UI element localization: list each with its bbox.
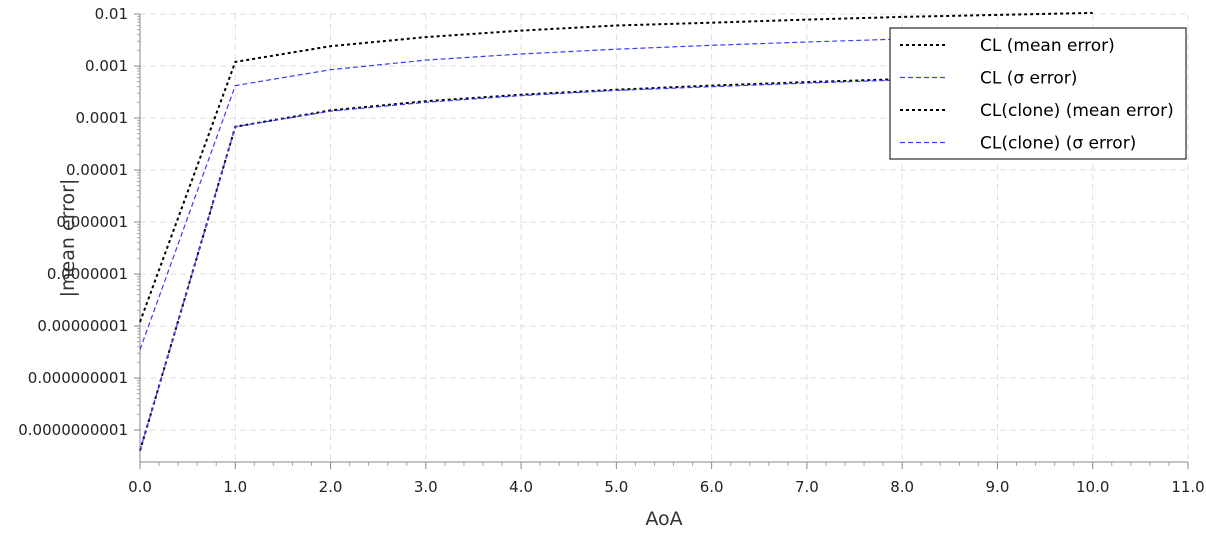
x-tick-label: 5.0 [604,478,628,496]
series-line-2 [139,34,1093,350]
x-tick-label: 3.0 [414,478,438,496]
x-tick-label: 8.0 [890,478,914,496]
legend-box [889,27,1187,160]
y-tick-label: 0.0000000001 [18,421,128,439]
y-tick-label: 0.001 [85,57,128,75]
x-tick-label: 0.0 [128,478,152,496]
x-tick-label: 4.0 [509,478,533,496]
x-tick-label: 11.0 [1171,478,1204,496]
axes: 0.0 1.0 2.0 3.0 4.0 5.0 6.0 7.0 8.0 9.0 10.0 11.0 0.… [18,5,1204,496]
legend-label: CL(clone) (mean error) [980,101,1174,121]
legend-label: CL (mean error) [980,36,1115,56]
y-tick-label: 0.000001 [56,213,128,231]
legend-label: CL(clone) (σ error) [980,134,1136,154]
y-tick-label: 0.0001 [76,109,129,127]
y-tick-label: 0.000000001 [28,369,128,387]
x-tick-label: 10.0 [1076,478,1109,496]
x-tick-label: 1.0 [223,478,247,496]
x-tick-label: 6.0 [700,478,724,496]
y-tick-label: 0.01 [95,5,128,23]
legend: CL (mean error) CL (σ error) CL(clone) (me… [889,27,1187,160]
x-axis-title: AoA [645,508,682,530]
y-tick-label: 0.0000001 [47,265,128,283]
y-tick-label: 0.00000001 [37,317,128,335]
series-line-4 [139,74,1093,451]
y-tick-label: 0.00001 [66,161,128,179]
x-tick-label: 7.0 [795,478,819,496]
x-tick-label: 2.0 [319,478,343,496]
series-line-1 [139,11,1093,323]
legend-label: CL (σ error) [980,69,1077,89]
x-tick-label: 9.0 [986,478,1010,496]
y-axis-title: |mean error| [57,179,79,298]
